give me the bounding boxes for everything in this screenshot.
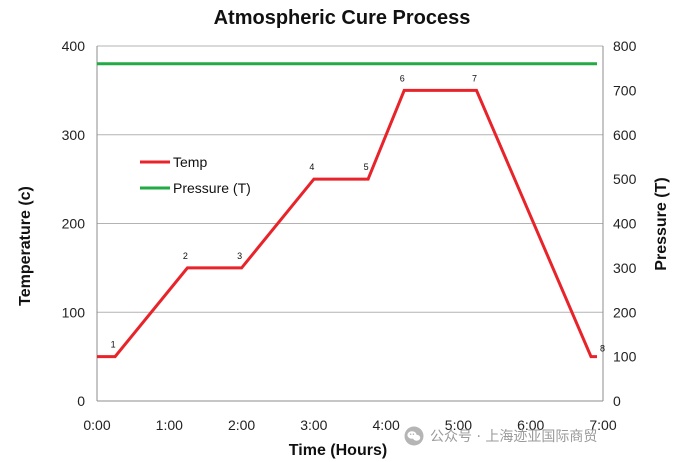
point-label: 1	[111, 340, 116, 350]
wechat-icon	[404, 426, 424, 446]
y2-tick-label: 500	[613, 171, 637, 187]
watermark: 公众号 · 上海迹亚国际商贸	[404, 424, 597, 448]
watermark-text: 公众号 · 上海迹亚国际商贸	[430, 429, 598, 445]
y2-tick-label: 300	[613, 260, 637, 276]
point-label: 2	[183, 251, 188, 261]
y2-tick-label: 700	[613, 82, 637, 98]
y2-tick-label: 800	[613, 38, 637, 54]
point-label: 4	[309, 162, 314, 172]
y-tick-label: 0	[77, 393, 85, 409]
y2-tick-label: 0	[613, 393, 621, 409]
point-label: 5	[364, 162, 369, 172]
chart-title: Atmospheric Cure Process	[214, 7, 471, 29]
x-tick-label: 1:00	[156, 417, 183, 433]
legend: Temp Pressure (T)	[140, 154, 251, 196]
x-tick-label: 3:00	[300, 417, 327, 433]
point-annotations: 1 2 3 4 5 6 7 8	[111, 73, 605, 353]
x-tick-label: 2:00	[228, 417, 255, 433]
axes	[96, 46, 604, 402]
y2-tick-label: 100	[613, 349, 637, 365]
x-tick-label: 7:00	[589, 417, 616, 433]
y-tick-label: 100	[62, 304, 86, 320]
tick-labels: 0 100 200 300 400 0 100 200 300 400 500 600 700 800 0:…	[62, 38, 637, 433]
point-label: 8	[600, 344, 605, 354]
point-label: 7	[472, 73, 477, 83]
gridlines	[97, 45, 603, 402]
y2-tick-label: 200	[613, 304, 637, 320]
series-layer	[97, 62, 597, 359]
y-tick-label: 400	[62, 38, 86, 54]
y2-tick-label: 600	[613, 127, 637, 143]
legend-label: Pressure (T)	[173, 180, 251, 196]
point-label: 3	[237, 251, 242, 261]
x-tick-label: 4:00	[373, 417, 400, 433]
y-tick-label: 200	[62, 216, 86, 232]
legend-label: Temp	[173, 154, 207, 170]
point-label: 6	[400, 73, 405, 83]
y-tick-label: 300	[62, 127, 86, 143]
x-tick-label: 5:00	[445, 417, 472, 433]
y-axis-label: Temperature (c)	[17, 186, 34, 306]
x-tick-label: 0:00	[83, 417, 110, 433]
y2-tick-label: 400	[613, 216, 637, 232]
x-axis-label: Time (Hours)	[289, 442, 387, 459]
x-tick-label: 6:00	[517, 417, 544, 433]
series-line-temp	[97, 88, 597, 359]
y2-axis-label: Pressure (T)	[653, 177, 670, 270]
